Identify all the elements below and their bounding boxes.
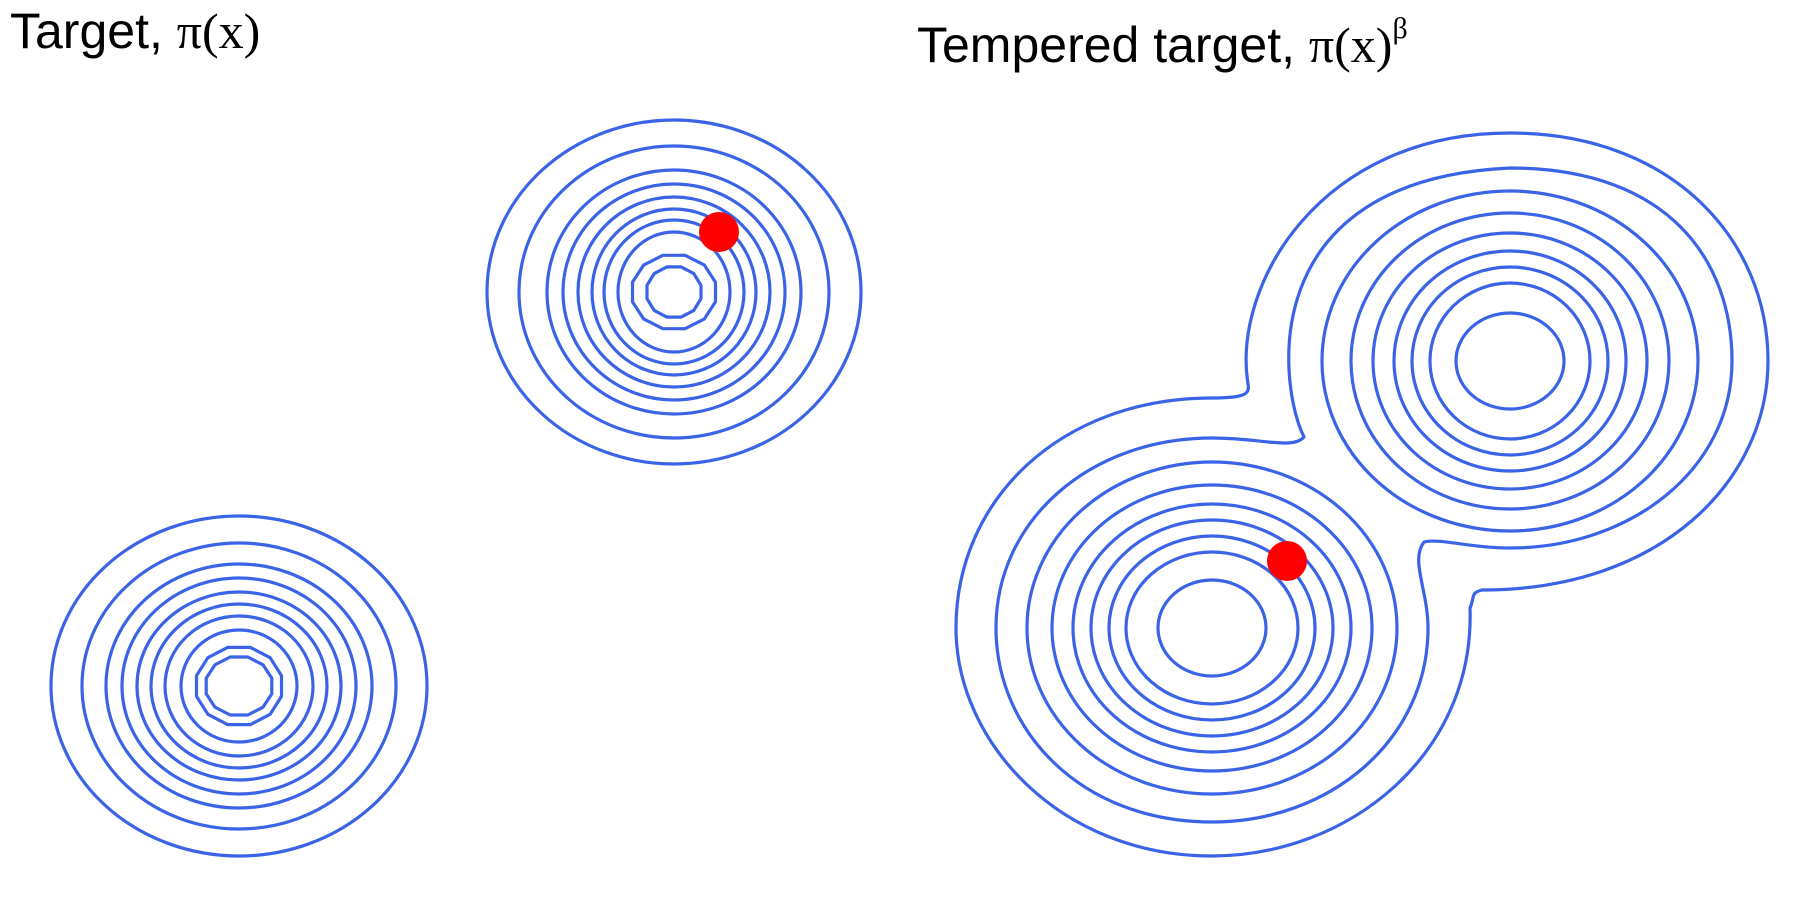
target-upper-mode-contour — [485, 118, 863, 466]
tempered-upper-mode-contour — [1428, 281, 1592, 441]
target-lower-mode-contour — [120, 576, 358, 796]
target-upper-mode-contour — [616, 230, 732, 354]
target-upper-mode-contour — [602, 218, 746, 366]
tempered-upper-mode-contour — [1410, 265, 1610, 457]
pi-symbol: π — [176, 3, 202, 59]
target-upper-mode-inner-contour — [630, 253, 718, 331]
tempered-target-title: Tempered target, π(x)β — [917, 12, 1408, 73]
tempered-lower-mode-contour — [1025, 460, 1399, 796]
tempered-lower-mode-contour — [1071, 502, 1353, 754]
target-lower-mode-contour — [179, 628, 299, 744]
target-title-prefix: Target, — [10, 3, 177, 59]
target-upper-mode-contour — [590, 207, 758, 377]
target-upper-mode-core-contour — [645, 265, 703, 319]
tempered-upper-mode-contour — [1349, 211, 1671, 511]
target-title-arg: (x) — [202, 3, 261, 59]
target-lower-mode-contour — [135, 590, 343, 782]
target-lower-mode-core-contour — [204, 655, 274, 717]
tempered-lower-mode-contour — [1107, 534, 1317, 722]
tempered-lower-mode-contour — [1050, 483, 1374, 773]
pi-symbol: π — [1308, 17, 1335, 73]
target-upper-mode-contour — [561, 182, 787, 402]
tempered-lower-mode-contour — [1156, 578, 1268, 678]
tempered-title-prefix: Tempered target, — [917, 17, 1309, 73]
tempered-target-contours — [954, 131, 1770, 858]
target-lower-mode-contour — [149, 602, 329, 770]
sample-points — [699, 212, 1307, 581]
target-lower-mode-contour — [104, 562, 374, 810]
target-sample-point — [699, 212, 739, 252]
tempered-outer-contour — [954, 131, 1770, 858]
target-lower-mode-contour — [80, 541, 398, 831]
target-lower-mode-contour — [163, 614, 315, 758]
tempered-lower-mode-contour — [1124, 550, 1300, 706]
target-title: Target, π(x) — [10, 6, 260, 56]
tempered-upper-mode-contour — [1454, 311, 1566, 411]
tempered-upper-mode-contour — [1371, 231, 1649, 491]
tempered-sample-point — [1267, 541, 1307, 581]
target-contours — [49, 118, 863, 858]
tempered-upper-mode-contour — [1320, 189, 1700, 533]
beta-exponent: β — [1392, 12, 1408, 45]
target-lower-mode-contour — [49, 514, 429, 858]
target-upper-mode-contour — [576, 195, 772, 389]
target-lower-mode-inner-contour — [194, 645, 284, 727]
target-upper-mode-contour — [517, 144, 831, 440]
tempered-title-arg: (x) — [1334, 17, 1393, 73]
tempered-upper-mode-contour — [1392, 249, 1628, 473]
target-upper-mode-contour — [545, 168, 803, 416]
tempered-second-contour — [994, 166, 1734, 824]
tempered-lower-mode-contour — [1089, 518, 1335, 738]
